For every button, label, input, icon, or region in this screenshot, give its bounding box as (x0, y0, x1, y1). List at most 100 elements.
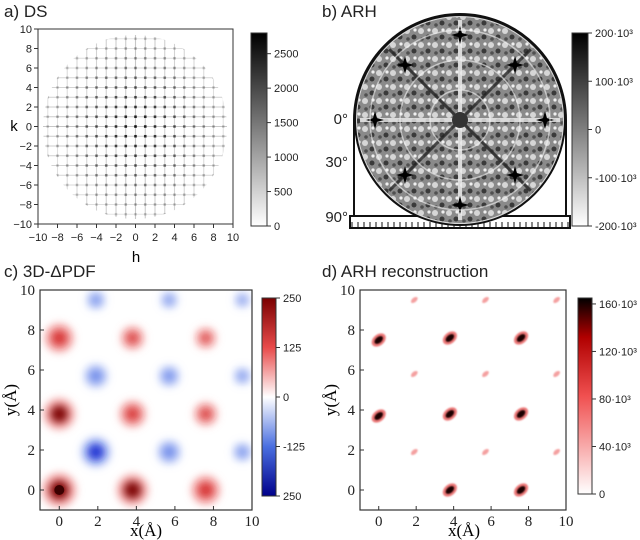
ds-bragg-spot (202, 105, 206, 109)
dpdf-peak (90, 294, 102, 306)
recon-plot-frame (359, 289, 567, 511)
ds-colorbar-tick: 500 (274, 187, 292, 199)
arh-streak (388, 118, 462, 192)
ds-bragg-spot (163, 47, 167, 50)
ds-bragg-spot (134, 105, 137, 109)
arh-angle-tick: 30° (325, 154, 348, 171)
dpdf-colorbar-tick: 250 (283, 491, 301, 503)
ds-bragg-spot (114, 66, 118, 70)
ds-bragg-spot (114, 37, 118, 41)
dpdf-xlabel: x(Å) (130, 521, 162, 540)
dpdf-y-tick: 0 (28, 483, 36, 499)
ds-bragg-spot (104, 95, 108, 99)
ds-bragg-spot (134, 173, 137, 177)
dpdf-x-tick: 4 (133, 514, 141, 530)
ds-bragg-spot (192, 105, 196, 109)
ds-bragg-spot (182, 203, 186, 206)
ds-bragg-spot (163, 154, 167, 158)
ds-bragg-spot (221, 134, 225, 138)
ds-x-tick: −8 (51, 232, 64, 244)
recon-peak (410, 370, 418, 378)
panel-c-title: c) 3D-ΔPDF (4, 262, 96, 281)
ds-bragg-spot (153, 76, 157, 80)
chart-arh: 0° 30° 90° 200·10³ 100·10³ 0 -100·10³ -200·10³ (325, 13, 637, 233)
arh-streak (458, 48, 532, 122)
ds-bragg-spot (85, 56, 89, 60)
ds-bragg-spot (75, 115, 79, 119)
ds-bragg-spot (85, 203, 89, 206)
recon-peak-group (553, 448, 561, 456)
arh-colorbar-tick: 200·10³ (595, 28, 633, 40)
ds-bragg-spot (114, 193, 118, 197)
ds-bragg-spot (46, 144, 50, 148)
ds-bragg-spot (134, 66, 137, 70)
ds-bragg-spot (95, 144, 98, 148)
ds-bragg-spot (95, 134, 98, 138)
ds-bragg-spot (134, 95, 137, 99)
ds-bragg-spot (173, 134, 176, 138)
ds-bragg-spot (173, 164, 176, 167)
ds-colorbar-tick: 1000 (274, 152, 298, 164)
ds-bragg-spot (104, 212, 108, 216)
ds-bragg-spot (95, 193, 98, 197)
ds-ylabel: k (10, 118, 18, 135)
recon-peak-group (371, 333, 386, 347)
arh-dark-feature (396, 166, 414, 184)
dpdf-y-tick: 8 (28, 323, 36, 339)
recon-peak (482, 370, 489, 378)
ds-bragg-spot (114, 56, 118, 60)
ds-y-tick: −2 (19, 141, 32, 153)
ds-bragg-spot (192, 125, 196, 128)
recon-plot-bg (360, 290, 566, 510)
ds-bragg-spot (65, 164, 69, 167)
ds-bragg-spot (65, 173, 69, 177)
ds-bragg-spot (212, 86, 215, 89)
ds-bragg-spot (202, 134, 206, 138)
ds-x-tick: 2 (152, 232, 158, 244)
ds-bragg-spot (143, 173, 147, 177)
arh-dark-feature (451, 196, 469, 214)
ds-bragg-spot (143, 183, 147, 187)
ds-bragg-spot (56, 115, 59, 119)
ds-bragg-spot (104, 173, 108, 177)
recon-peak (445, 410, 455, 418)
ds-bragg-spot (85, 105, 89, 109)
ds-bragg-spot (114, 125, 118, 128)
ds-bragg-spot (192, 95, 196, 99)
ds-bragg-spot (104, 183, 108, 187)
ds-bragg-spot (114, 154, 118, 158)
ds-bragg-spot (114, 183, 118, 187)
ds-bragg-spot (95, 125, 98, 128)
recon-x-tick: 8 (525, 514, 533, 530)
recon-peak (516, 486, 526, 494)
arh-streak (458, 118, 532, 192)
ds-x-tick: 8 (210, 232, 216, 244)
ds-bragg-spot (153, 164, 157, 167)
dpdf-plot-frame (39, 289, 253, 511)
ds-bragg-spot (56, 125, 59, 128)
ds-bragg-spot (134, 144, 137, 148)
ds-bragg-spot (95, 105, 98, 109)
ds-bragg-spot (143, 47, 147, 50)
ds-y-tick: −8 (19, 200, 32, 212)
recon-x-tick: 6 (487, 514, 495, 530)
ds-bragg-spot (192, 144, 196, 148)
ds-bragg-spot (143, 56, 147, 60)
ds-bragg-spot (221, 144, 225, 148)
ds-bragg-spot (124, 164, 128, 167)
ds-bragg-spot (65, 183, 69, 187)
ds-bragg-spot (182, 164, 186, 167)
ds-bragg-spot (182, 56, 186, 60)
ds-bragg-spot (104, 144, 108, 148)
ds-bragg-spot (134, 193, 137, 197)
dpdf-peak (237, 295, 248, 305)
arh-angle-tick: 0° (334, 111, 348, 128)
dpdf-peak (87, 443, 105, 461)
chart-arh-reconstruction: 0 2 4 6 8 10 10 8 6 4 2 0 x(Å) y(Å) 160·10³ 120·10³… (321, 283, 637, 540)
ds-bragg-spot (124, 144, 128, 148)
ds-bragg-spot (182, 105, 186, 109)
ds-bragg-spot (153, 66, 157, 70)
ds-colorbar-tick: 2000 (274, 83, 298, 95)
ds-bragg-spot (143, 154, 147, 158)
ds-bragg-spot (104, 203, 108, 206)
